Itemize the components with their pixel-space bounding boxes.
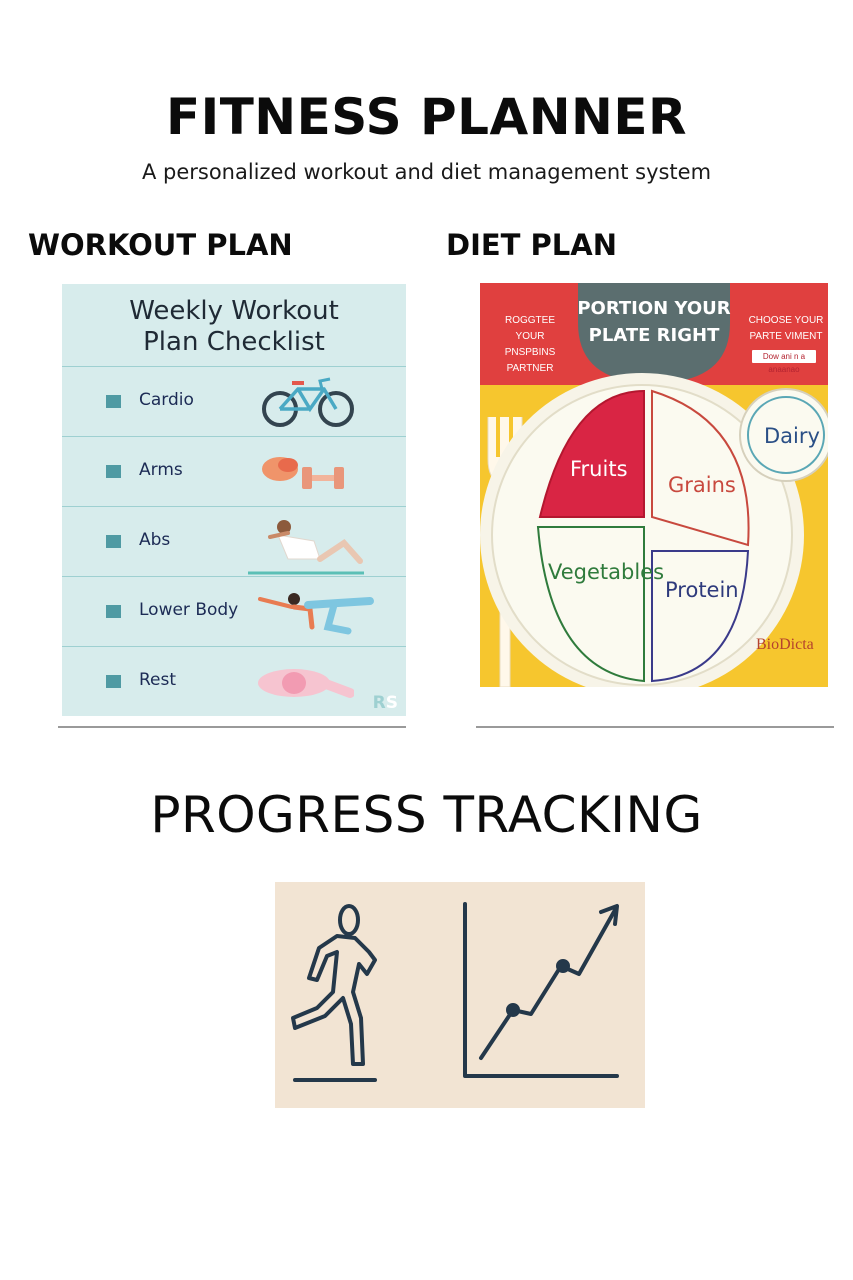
checklist-item-cardio[interactable]: Cardio	[62, 366, 406, 437]
progress-tracking-heading: PROGRESS TRACKING	[150, 786, 703, 844]
checkbox-icon[interactable]	[106, 465, 121, 478]
checklist-title: Weekly Workout Plan Checklist	[62, 296, 406, 358]
checklist-item-label: Lower Body	[139, 600, 239, 620]
diet-plate-card: PORTION YOUR PLATE RIGHT ROGGTEE YOUR PN…	[480, 283, 828, 687]
plate-illustration	[480, 283, 828, 687]
food-group-fruits: Fruits	[570, 457, 628, 481]
page-title: FITNESS PLANNER	[165, 88, 688, 146]
growth-chart-icon	[463, 902, 619, 1078]
diet-left-note: ROGGTEE YOUR PNSPBINS PARTNER	[504, 315, 556, 374]
checklist-item-arms[interactable]: Arms	[62, 436, 406, 507]
resting-figure-icon	[258, 669, 354, 698]
brand-logo: BioDicta	[756, 636, 814, 653]
diet-banner-line2: PLATE RIGHT	[588, 325, 720, 346]
diet-banner-line1: PORTION YOUR	[577, 298, 731, 319]
checklist-item-rest[interactable]: Rest RS	[62, 646, 406, 717]
food-group-protein: Protein	[665, 578, 739, 602]
rs-logo: RS	[372, 693, 398, 713]
checkbox-icon[interactable]	[106, 535, 121, 548]
diet-banner-title: PORTION YOUR PLATE RIGHT	[576, 295, 732, 349]
dumbbell-icon	[262, 457, 344, 489]
checklist-title-line1: Weekly Workout	[129, 296, 339, 326]
checkbox-icon[interactable]	[106, 605, 121, 618]
section-divider	[58, 726, 406, 728]
checklist-item-lower-body[interactable]: Lower Body	[62, 576, 406, 647]
food-group-dairy: Dairy	[764, 424, 820, 448]
diet-plan-heading: DIET PLAN	[446, 228, 617, 262]
page-subtitle: A personalized workout and diet manageme…	[141, 160, 712, 184]
section-divider	[476, 726, 834, 728]
balance-pose-icon	[258, 593, 374, 635]
checkbox-icon[interactable]	[106, 395, 121, 408]
checklist-item-label: Arms	[139, 460, 183, 480]
checklist-item-label: Rest	[139, 670, 177, 690]
running-figure-icon	[291, 904, 377, 1082]
food-group-grains: Grains	[668, 473, 736, 497]
checklist-item-label: Abs	[139, 530, 171, 550]
checklist-item-label: Cardio	[139, 390, 194, 410]
food-group-vegetables: Vegetables	[548, 560, 665, 584]
diet-right-note: CHOOSE YOUR PARTE VIMENT	[748, 315, 824, 342]
workout-checklist-card: Weekly Workout Plan Checklist Cardio Arm…	[62, 284, 406, 716]
progress-tracking-card	[275, 882, 645, 1108]
checklist-item-abs[interactable]: Abs	[62, 506, 406, 577]
bicycle-icon	[262, 377, 354, 427]
checkbox-icon[interactable]	[106, 675, 121, 688]
situp-figure-icon	[248, 520, 364, 575]
diet-small-label: Dow ani n a anaanao	[752, 350, 816, 374]
checklist-title-line2: Plan Checklist	[143, 327, 325, 357]
workout-plan-heading: WORKOUT PLAN	[28, 228, 293, 262]
